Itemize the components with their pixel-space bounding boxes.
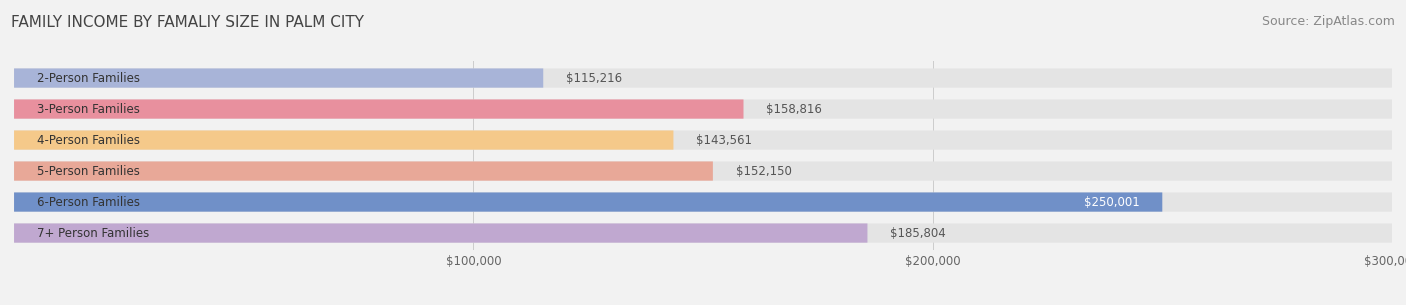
FancyBboxPatch shape (14, 192, 1392, 212)
Text: 6-Person Families: 6-Person Families (37, 196, 141, 209)
FancyBboxPatch shape (14, 161, 1392, 181)
FancyBboxPatch shape (14, 161, 713, 181)
Text: 4-Person Families: 4-Person Families (37, 134, 141, 146)
FancyBboxPatch shape (14, 68, 543, 88)
Text: 7+ Person Families: 7+ Person Families (37, 227, 149, 239)
Text: 3-Person Families: 3-Person Families (37, 102, 141, 116)
Text: $143,561: $143,561 (696, 134, 752, 146)
Text: $185,804: $185,804 (890, 227, 946, 239)
FancyBboxPatch shape (14, 99, 1392, 119)
Text: FAMILY INCOME BY FAMALIY SIZE IN PALM CITY: FAMILY INCOME BY FAMALIY SIZE IN PALM CI… (11, 15, 364, 30)
FancyBboxPatch shape (14, 131, 1392, 150)
FancyBboxPatch shape (14, 224, 1392, 243)
Text: Source: ZipAtlas.com: Source: ZipAtlas.com (1261, 15, 1395, 28)
Text: 2-Person Families: 2-Person Families (37, 72, 141, 84)
FancyBboxPatch shape (14, 131, 673, 150)
Text: $115,216: $115,216 (567, 72, 623, 84)
FancyBboxPatch shape (14, 192, 1163, 212)
Text: $158,816: $158,816 (766, 102, 823, 116)
FancyBboxPatch shape (14, 224, 868, 243)
Text: $152,150: $152,150 (735, 165, 792, 178)
Text: 5-Person Families: 5-Person Families (37, 165, 141, 178)
FancyBboxPatch shape (14, 68, 1392, 88)
Text: $250,001: $250,001 (1084, 196, 1139, 209)
FancyBboxPatch shape (14, 99, 744, 119)
